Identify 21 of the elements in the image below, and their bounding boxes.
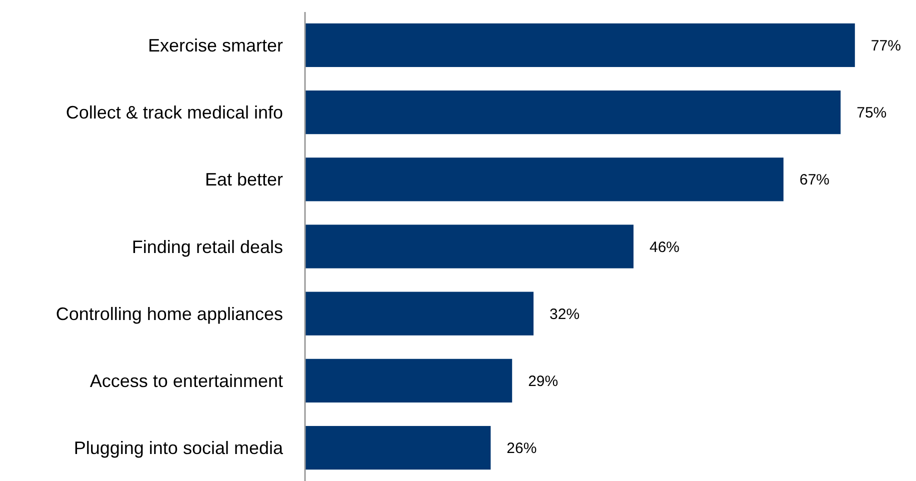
- data-label: 46%: [650, 238, 680, 256]
- y-tick-label: Access to entertainment: [90, 370, 283, 391]
- data-label: 32%: [550, 306, 580, 323]
- y-tick-label: Eat better: [204, 170, 284, 190]
- bar: [305, 358, 512, 402]
- y-tick-label: Finding retail deals: [132, 236, 283, 257]
- bar: [305, 158, 784, 202]
- data-label: 75%: [856, 104, 887, 122]
- bar: [305, 426, 491, 470]
- y-tick-label: Collect & track medical info: [66, 102, 283, 123]
- data-label: 26%: [506, 440, 537, 458]
- bar: [305, 292, 534, 336]
- y-tick-label: Exercise smarter: [148, 36, 283, 56]
- data-label: 77%: [870, 37, 901, 54]
- y-tick-label: Controlling home appliances: [56, 304, 283, 324]
- data-label: 29%: [528, 372, 558, 390]
- bar: [305, 224, 634, 268]
- y-tick-label: Plugging into social media: [74, 438, 284, 458]
- bar: [305, 90, 841, 134]
- bar: [305, 23, 855, 68]
- data-label: 67%: [799, 172, 830, 189]
